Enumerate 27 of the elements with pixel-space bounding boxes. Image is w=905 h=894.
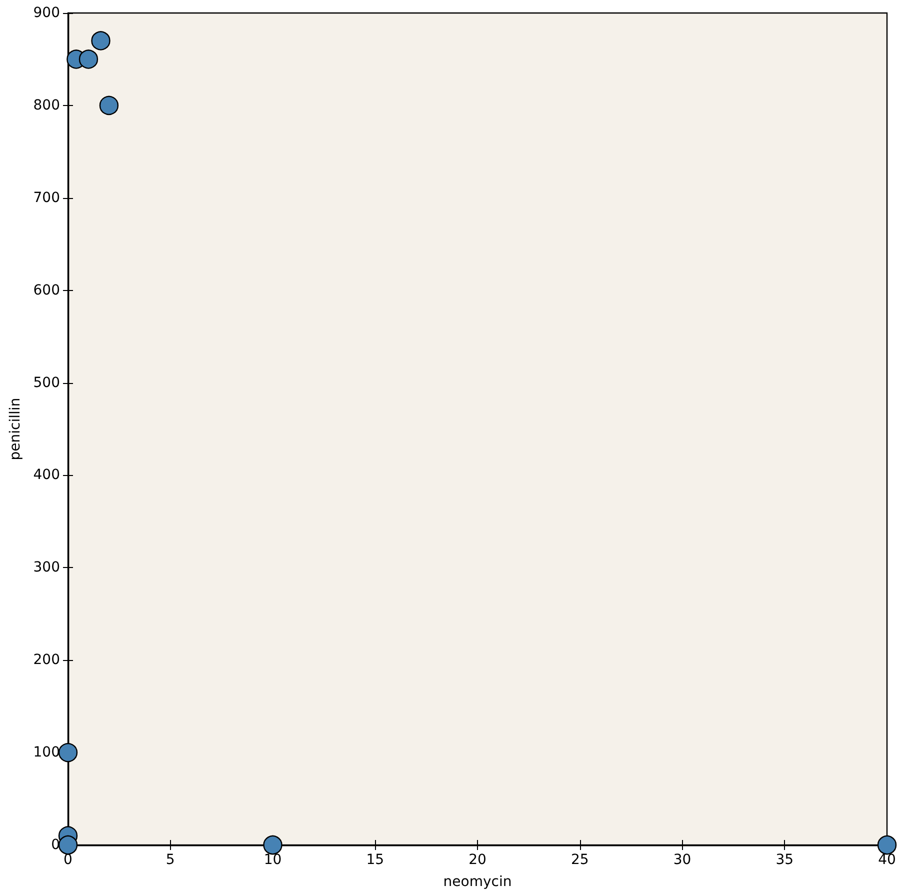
y-tick-label: 0 [51, 837, 60, 853]
point [877, 835, 897, 855]
point [58, 742, 78, 762]
y-tick-label: 400 [33, 467, 60, 484]
x-axis-title: neomycin [443, 874, 512, 890]
x-tick-label: 15 [366, 852, 384, 868]
x-tick-label: 10 [264, 852, 282, 868]
y-tick-label: 200 [33, 652, 60, 668]
y-tick-label: 800 [33, 97, 60, 114]
point [263, 835, 282, 855]
point [78, 50, 98, 69]
y-tick-label: 900 [33, 5, 60, 21]
x-tick-label: 40 [878, 852, 896, 868]
x-tick-label: 35 [776, 852, 794, 868]
y-tick-label: 300 [33, 560, 60, 576]
point [91, 31, 110, 50]
y-tick-label: 600 [33, 282, 60, 298]
point [58, 835, 78, 855]
x-tick-label: 30 [673, 852, 692, 868]
point [99, 96, 119, 116]
y-tick-label: 700 [33, 190, 60, 206]
y-axis-title: penicillin [7, 398, 24, 460]
x-tick-label: 20 [468, 852, 486, 868]
x-tick-label: 25 [570, 852, 589, 868]
y-tick-label: 100 [33, 744, 60, 761]
x-tick-label: 5 [166, 852, 175, 868]
y-tick-label: 500 [33, 374, 60, 391]
